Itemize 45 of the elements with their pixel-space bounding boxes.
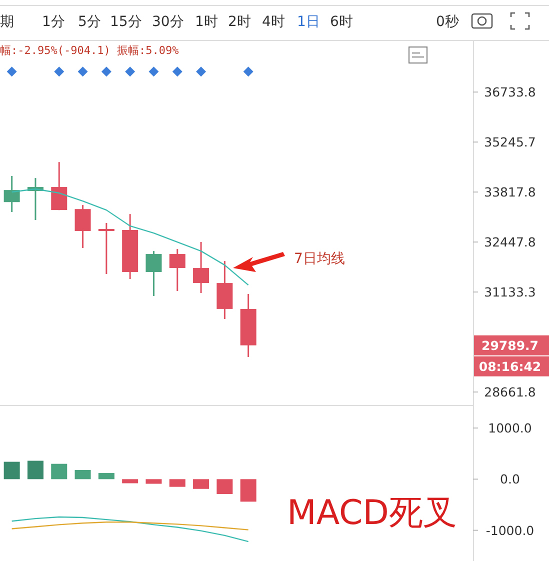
chart-subtitle: 幅:-2.95%(-904.1) 振幅:5.09% [0, 44, 180, 57]
line-series [11, 516, 249, 542]
bar [4, 462, 20, 480]
text: 0秒 [436, 14, 459, 30]
text: 期 [0, 14, 14, 30]
text: 30分 [152, 14, 184, 30]
bar [51, 464, 68, 480]
bar [74, 470, 91, 480]
y-tick-label: 0.0 [500, 472, 520, 487]
text: 1日 [297, 14, 320, 30]
annotation: 7日均线 [294, 251, 345, 267]
bar [122, 479, 138, 484]
text: 6时 [330, 14, 353, 30]
annotation: MACD死叉 [287, 493, 457, 533]
bar [146, 479, 162, 484]
bar [193, 479, 210, 489]
text: 1分 [42, 14, 65, 30]
bar [27, 460, 44, 480]
y-tick-label: 31133.3 [484, 284, 536, 300]
line-series [11, 522, 249, 530]
candlestick [169, 248, 186, 292]
y-tick-label: -1000.0 [486, 522, 534, 538]
text: 5分 [78, 14, 101, 30]
candlestick [98, 222, 114, 275]
candlestick [74, 204, 91, 249]
candlestick [51, 161, 68, 211]
y-tick-label: 32447.8 [484, 234, 536, 250]
y-tick-label: 33817.8 [484, 184, 536, 200]
text: 15分 [110, 14, 142, 30]
text: 2时 [228, 14, 251, 30]
text: 1时 [195, 14, 218, 30]
text: 4时 [262, 14, 285, 30]
candlestick [193, 241, 210, 294]
bar [169, 479, 186, 487]
y-tick-label: 28661.8 [484, 384, 536, 400]
bar [98, 473, 114, 480]
y-tick-label: 1000.0 [488, 420, 532, 436]
bar [240, 479, 256, 502]
bar [216, 479, 233, 494]
text: 29789.7 [482, 338, 538, 353]
text: 08:16:42 [478, 358, 542, 374]
y-tick-label: 36733.8 [484, 84, 536, 100]
candlestick [146, 250, 162, 297]
candlestick [4, 175, 20, 213]
y-tick-label: 35245.7 [484, 134, 536, 150]
